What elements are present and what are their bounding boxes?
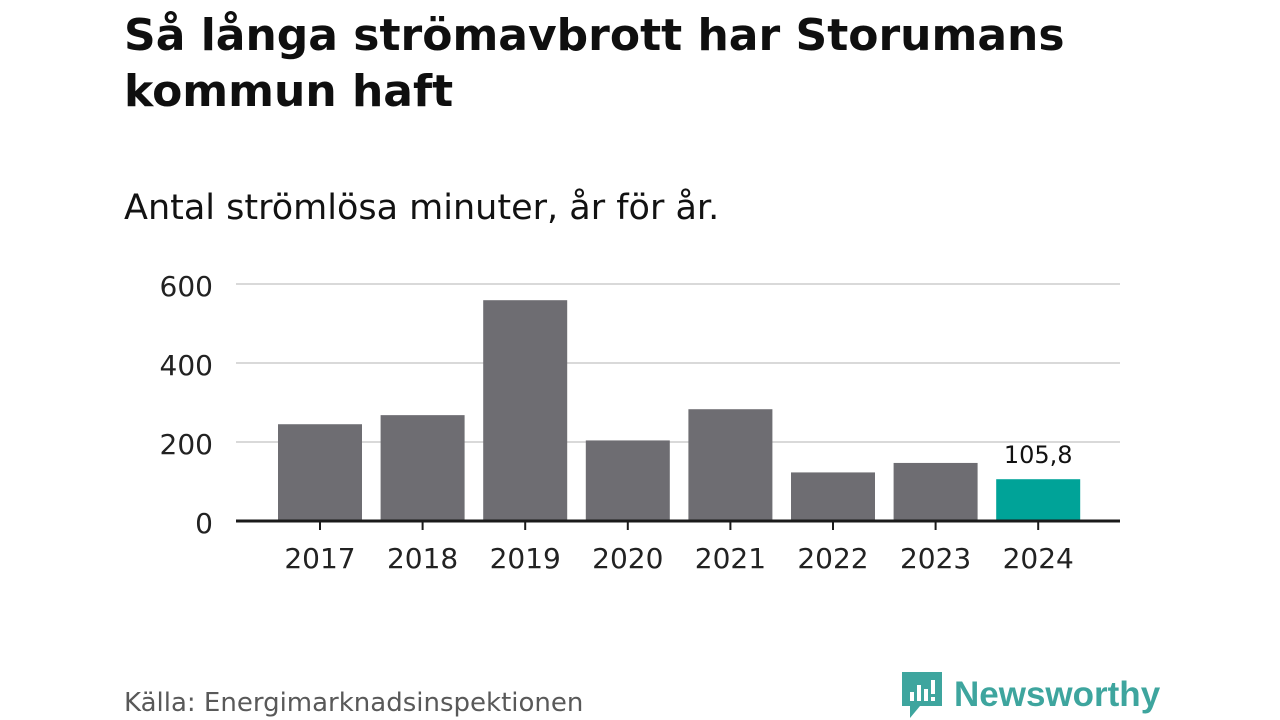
bar-2017 xyxy=(278,424,362,521)
newsworthy-logo-icon xyxy=(902,672,942,718)
bar-2021 xyxy=(688,409,773,521)
chart-subtitle: Antal strömlösa minuter, år för år. xyxy=(124,188,720,228)
y-tick-label-600: 600 xyxy=(160,270,213,303)
y-tick-label-0: 0 xyxy=(195,507,213,540)
x-axis xyxy=(236,519,1120,530)
data-labels: 105,8 xyxy=(1004,441,1073,469)
bar-2020 xyxy=(585,440,670,521)
bar-2024 xyxy=(996,479,1081,521)
x-tick-label-2021: 2021 xyxy=(695,542,766,575)
x-axis-tick-labels: 2017 2018 2019 2020 2021 2022 2023 2024 xyxy=(284,542,1073,575)
y-tick-label-400: 400 xyxy=(160,349,213,382)
x-tick-label-2019: 2019 xyxy=(490,542,561,575)
y-tick-label-200: 200 xyxy=(160,428,213,461)
bar-2022 xyxy=(791,472,875,521)
bar-2019 xyxy=(483,300,568,521)
gridlines xyxy=(236,283,1120,443)
source-note: Källa: Energimarknadsinspektionen xyxy=(124,688,584,718)
x-tick-label-2020: 2020 xyxy=(592,542,663,575)
y-axis-tick-labels: 0 200 400 600 xyxy=(160,270,213,540)
chart-title: Så långa strömavbrott har Storumans komm… xyxy=(124,10,1065,117)
brand-logo: Newsworthy xyxy=(902,670,1160,720)
x-tick-label-2017: 2017 xyxy=(284,542,355,575)
brand-name: Newsworthy xyxy=(954,675,1161,714)
bars xyxy=(278,300,1081,521)
x-tick-label-2018: 2018 xyxy=(387,542,458,575)
bar-2018 xyxy=(380,415,465,521)
data-label-2024: 105,8 xyxy=(1004,441,1073,469)
bar-2023 xyxy=(893,462,978,521)
x-tick-label-2024: 2024 xyxy=(1003,542,1074,575)
x-tick-label-2022: 2022 xyxy=(797,542,868,575)
x-tick-label-2023: 2023 xyxy=(900,542,971,575)
